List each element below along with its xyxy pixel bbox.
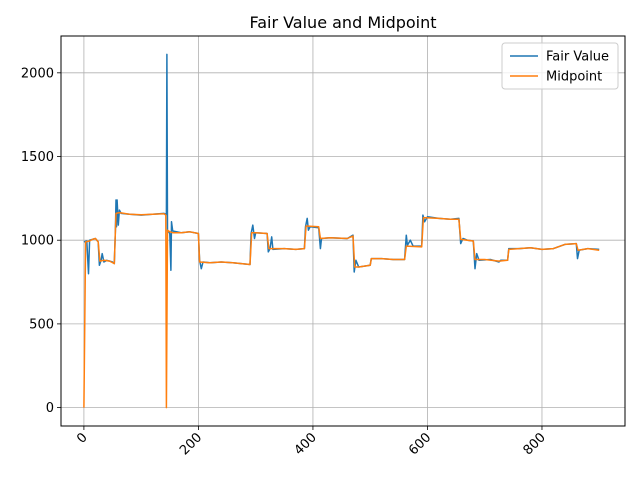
y-tick-label: 0 xyxy=(46,401,54,416)
plot-frame xyxy=(60,35,626,427)
legend-box xyxy=(501,42,619,90)
y-tick-label: 1000 xyxy=(21,234,54,249)
series-layer xyxy=(83,53,600,409)
series-line-midpoint xyxy=(83,211,600,409)
y-tick-label: 1500 xyxy=(21,150,54,165)
legend-label: Fair Value xyxy=(546,50,609,65)
legend-label: Midpoint xyxy=(546,70,602,85)
chart-title: Fair Value and Midpoint xyxy=(249,13,436,32)
legend: Fair Value Midpoint xyxy=(501,42,619,90)
y-tick-label: 500 xyxy=(29,317,54,332)
y-tick-label: 2000 xyxy=(21,66,54,81)
